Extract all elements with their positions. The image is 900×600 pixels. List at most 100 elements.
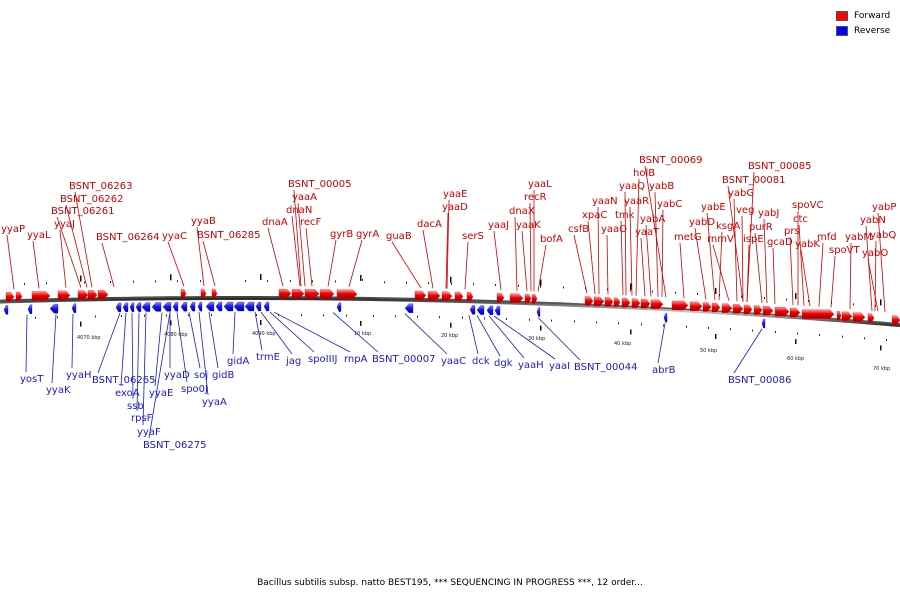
scale-tick (211, 314, 212, 317)
reverse-gene-arrow (263, 301, 270, 312)
forward-label-leader (640, 237, 646, 297)
reverse-gene-label: ssb (127, 401, 144, 412)
forward-gene-arrow (211, 288, 218, 299)
forward-gene-arrow (57, 290, 71, 301)
forward-label-leader (537, 244, 547, 292)
scale-tick (596, 321, 597, 324)
forward-gene-arrow (841, 311, 853, 321)
forward-gene-arrow (336, 289, 358, 299)
reverse-gene-arrow (172, 302, 179, 312)
forward-label-leader (620, 220, 624, 296)
forward-gene-arrow (593, 296, 605, 307)
forward-label-leader (694, 227, 707, 300)
reverse-gene-label: BSNT_00086 (728, 375, 791, 386)
forward-gene-label: yabA (640, 214, 665, 225)
scale-tick-major (170, 274, 172, 281)
scale-tick-major (795, 339, 797, 345)
forward-gene-label: yaaR (624, 196, 649, 207)
forward-label-leader (167, 241, 185, 287)
forward-gene-label: yabK (795, 239, 820, 250)
forward-gene-label: mfd (817, 232, 837, 243)
forward-gene-arrow (15, 291, 23, 302)
forward-label-leader (202, 240, 216, 287)
forward-label-leader (529, 202, 532, 292)
forward-label-leader (6, 234, 15, 290)
reverse-gene-label: gidA (227, 356, 249, 367)
reverse-gene-label: rnpA (344, 354, 368, 365)
scale-tick-major (80, 321, 82, 327)
scale-tick-major (540, 279, 542, 286)
forward-gene-label: yaaQ (619, 181, 645, 192)
forward-gene-arrow (77, 290, 89, 300)
forward-gene-label: yyaP (1, 224, 25, 235)
forward-gene-label: spoVT (829, 245, 861, 256)
reverse-gene-label: yyaK (46, 385, 71, 396)
forward-label-leader (798, 224, 805, 306)
scale-tick (607, 288, 608, 291)
reverse-gene-label: spo0J (181, 384, 208, 395)
forward-gene-arrow (650, 299, 664, 309)
scale-tick (267, 280, 268, 283)
forward-label-leader (800, 249, 811, 307)
reverse-gene-label: yaaH (518, 360, 544, 371)
forward-gene-label: dnaX (509, 206, 535, 217)
reverse-gene-arrow (3, 305, 9, 315)
reverse-label-leader (332, 312, 379, 353)
scale-tick (875, 304, 876, 307)
reverse-label-leader (468, 315, 479, 355)
scale-tick (786, 298, 787, 301)
forward-label-leader (597, 206, 600, 294)
reverse-gene-arrow (129, 302, 135, 312)
scale-tick-major (450, 322, 452, 328)
scale-tick (346, 314, 347, 317)
reverse-gene-arrow (162, 302, 172, 312)
scale-tick (506, 318, 507, 321)
reverse-gene-label: exoA (115, 388, 140, 399)
reverse-gene-arrow (122, 302, 129, 312)
scale-tick (301, 314, 302, 317)
reverse-gene-label: rpsF (131, 413, 153, 424)
forward-gene-label: purR (749, 222, 773, 233)
forward-gene-arrow (319, 289, 335, 299)
scale-tick (278, 314, 279, 317)
scale-tick (652, 290, 653, 293)
reverse-label-leader (208, 311, 219, 369)
scale-tick (697, 292, 698, 295)
forward-label-leader (305, 227, 313, 287)
forward-gene-label: yaaT (635, 227, 660, 238)
forward-gene-arrow (496, 293, 505, 303)
forward-gene-arrow (454, 291, 464, 302)
scale-tick-major (80, 275, 82, 282)
forward-label-leader (422, 229, 434, 289)
scale-tick (495, 284, 496, 287)
forward-gene-label: BSNT_06261 (51, 206, 114, 217)
forward-gene-label: yaaA (292, 192, 317, 203)
reverse-gene-arrow (233, 301, 245, 312)
forward-gene-arrow (631, 298, 641, 308)
axis-label: 30 kbp (528, 336, 545, 342)
forward-label-leader (267, 227, 284, 287)
axis-label: 50 kbp (700, 348, 717, 354)
forward-label-leader (818, 242, 824, 307)
reverse-label-leader (71, 313, 74, 369)
forward-gene-arrow (801, 309, 835, 319)
scale-tick (675, 291, 676, 294)
reverse-gene-arrow (71, 303, 77, 313)
forward-gene-label: yabO (862, 248, 888, 259)
forward-gene-arrow (640, 299, 651, 309)
forward-label-leader (56, 216, 82, 288)
scale-tick (529, 318, 530, 321)
forward-gene-label: yyaB (191, 216, 216, 227)
scale-tick-major (450, 276, 452, 283)
reverse-gene-arrow (494, 305, 501, 316)
reverse-gene-arrow (49, 303, 59, 314)
scale-tick (842, 335, 843, 338)
legend-reverse: Reverse (836, 23, 890, 38)
forward-label-leader (746, 171, 755, 302)
reverse-label-leader (476, 315, 501, 357)
forward-gene-label: dacA (417, 219, 442, 230)
reverse-gene-label: gidB (212, 370, 234, 381)
forward-label-leader (661, 209, 664, 298)
reverse-label-leader (493, 315, 556, 360)
scale-tick (188, 314, 189, 317)
